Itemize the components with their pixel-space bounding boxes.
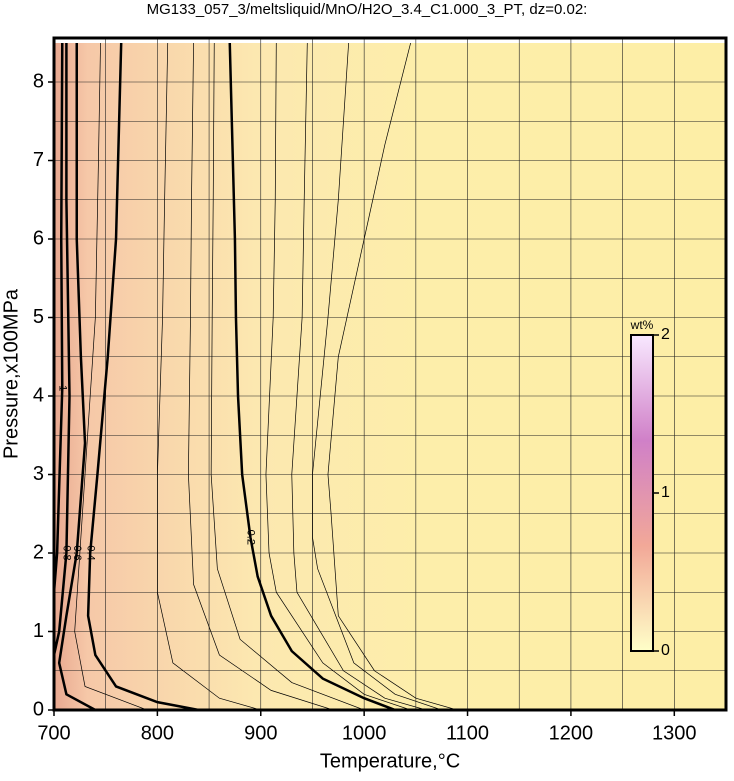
contour-label: 0.4	[84, 545, 96, 560]
x-tick-label: 1100	[446, 722, 489, 744]
contour-line	[57, 43, 96, 710]
y-tick-label: 0	[33, 698, 44, 720]
contour-line	[265, 43, 411, 710]
contour-label: 0.6	[71, 545, 83, 560]
contour-label: 0.8	[60, 545, 72, 560]
contour-line	[54, 43, 71, 656]
contour-line	[327, 43, 458, 710]
axes: 700 800 900 1000 1100 1200 1300 0 1 2 3 4 5 6 7 8	[33, 70, 697, 744]
y-tick-label: 4	[33, 384, 44, 406]
frame	[52, 36, 728, 712]
y-tick-label: 8	[33, 70, 44, 92]
y-tick-label: 5	[33, 306, 44, 328]
x-tick-label: 1200	[549, 722, 594, 744]
chart-title: MG133_057_3/meltsliquid/MnO/H2O_3.4_C1.0…	[147, 1, 588, 18]
x-tick-label: 900	[244, 722, 277, 744]
x-tick-label: 800	[141, 722, 174, 744]
colorbar: 0 1 2 wt%	[630, 318, 670, 659]
contours	[54, 43, 458, 710]
contour-line	[291, 43, 427, 710]
y-tick-label: 2	[33, 541, 44, 563]
x-tick-label: 1300	[652, 722, 697, 744]
colorbar-tick-label: 1	[661, 484, 670, 501]
contour-line	[157, 43, 261, 710]
colorbar-scale	[630, 334, 654, 652]
contour-line	[54, 43, 64, 593]
contour-line	[228, 43, 396, 710]
contour-label: 1	[56, 385, 68, 391]
colorbar-tick-label: 0	[661, 642, 670, 659]
colorbar-tick-label: 2	[661, 326, 670, 343]
grid	[54, 38, 726, 710]
y-axis-label: Pressure,x100MPa	[0, 288, 22, 459]
contour-line	[86, 43, 199, 710]
y-tick-label: 1	[33, 620, 44, 642]
contour-line	[210, 43, 365, 710]
x-tick-label: 1000	[342, 722, 387, 744]
y-tick-label: 7	[33, 149, 44, 171]
x-tick-label: 700	[37, 722, 70, 744]
plot-background	[54, 43, 726, 710]
x-axis-label: Temperature,°C	[320, 750, 460, 772]
y-tick-label: 6	[33, 227, 44, 249]
contour-line	[74, 43, 148, 710]
contour-label: 0.2	[245, 530, 257, 545]
contour-line	[188, 43, 334, 710]
contour-labels: 0.2 0.40.60.8 1	[56, 385, 256, 561]
colorbar-label: wt%	[630, 318, 654, 332]
contour-line	[312, 43, 442, 710]
y-tick-label: 3	[33, 463, 44, 485]
